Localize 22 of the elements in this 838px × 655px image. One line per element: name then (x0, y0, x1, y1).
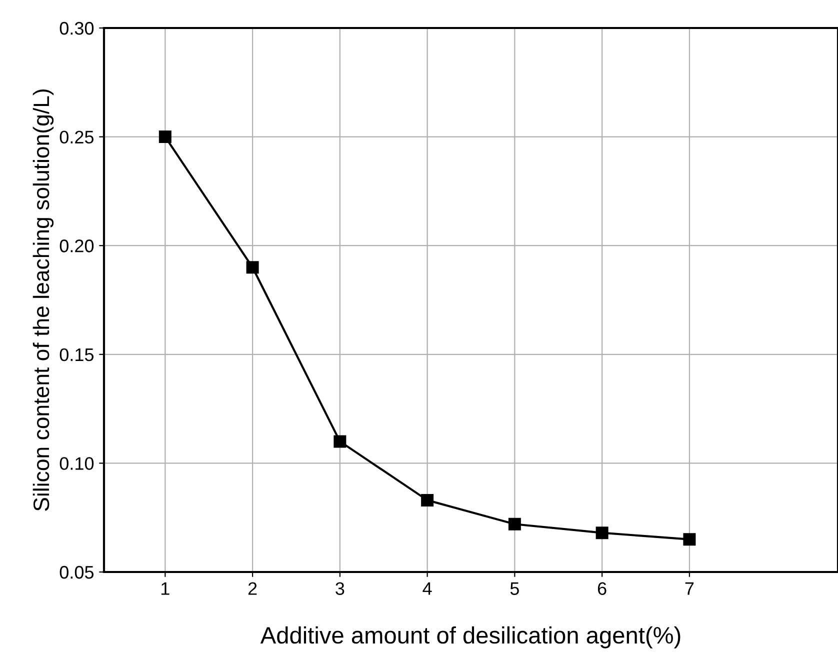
x-tick-label: 2 (248, 582, 257, 595)
x-tick-label: 3 (336, 582, 344, 595)
y-tick-label: 0.25 (60, 130, 94, 144)
point (334, 435, 346, 448)
point (246, 261, 259, 274)
point (158, 130, 172, 144)
x-tick-label: 7 (685, 582, 694, 595)
point (508, 518, 521, 530)
point (421, 494, 434, 506)
y-tick-label: 0.20 (60, 240, 94, 252)
y-tick-label: 0.10 (60, 457, 94, 470)
x-tick-label: 5 (510, 582, 519, 595)
x-tick-label: 4 (422, 582, 432, 595)
y-axis-title: Silicon content of the leaching solution(g/L) (32, 90, 54, 511)
point (683, 533, 696, 546)
x-tick-label: 1 (162, 582, 170, 595)
x-tick-label: 6 (598, 582, 606, 595)
x-axis-title: Additive amount of desilication agent(%) (260, 626, 680, 648)
y-tick-label: 0.15 (60, 348, 94, 362)
y-tick-label: 0.30 (60, 22, 94, 35)
point (596, 526, 608, 540)
y-tick-label: 0.05 (60, 566, 94, 579)
